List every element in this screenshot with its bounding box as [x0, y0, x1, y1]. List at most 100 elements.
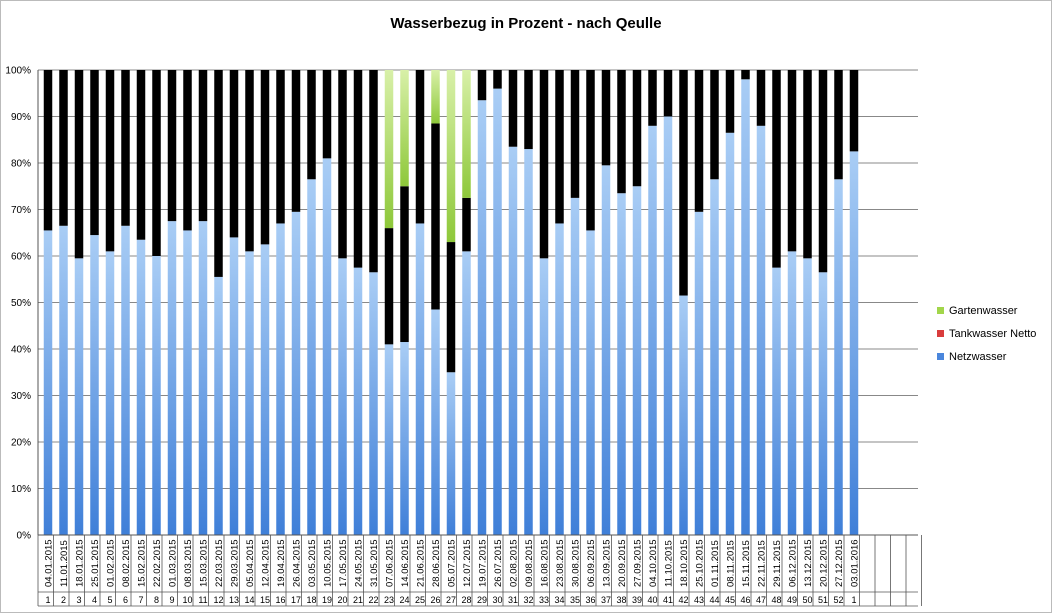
x-tick-label: 12.07.2015 [462, 539, 473, 587]
week-label: 19 [322, 595, 332, 605]
bar-tankwasser-netto [725, 70, 735, 133]
bar-tankwasser-netto [431, 123, 440, 310]
week-label: 26 [430, 595, 440, 605]
week-label: 47 [756, 595, 766, 605]
week-label: 27 [446, 595, 456, 605]
week-label: 40 [647, 595, 657, 605]
y-tick-label: 0% [17, 531, 32, 542]
legend-label-gartenwasser: Gartenwasser [949, 305, 1018, 317]
bars [43, 70, 859, 536]
bar-tankwasser-netto [59, 70, 68, 226]
x-tick-label: 06.09.2015 [586, 539, 597, 587]
week-label: 38 [616, 595, 626, 605]
bar-netzwasser [555, 223, 564, 535]
bar-netzwasser [679, 295, 688, 535]
bar-tankwasser-netto [369, 70, 378, 273]
bar-tankwasser-netto [260, 70, 270, 245]
week-label: 21 [353, 595, 363, 605]
bar-netzwasser [431, 309, 440, 535]
week-label: 34 [554, 595, 564, 605]
bar-tankwasser-netto [756, 70, 766, 126]
bar-netzwasser [183, 230, 192, 536]
bar-netzwasser [601, 165, 611, 535]
week-label: 4 [92, 595, 97, 605]
x-tick-label: 28.06.2015 [431, 539, 442, 587]
week-label: 5 [107, 595, 112, 605]
x-tick-label: 03.01.2016 [850, 539, 861, 587]
week-label: 49 [787, 595, 797, 605]
x-tick-label: 18.01.2015 [75, 539, 86, 587]
bar-netzwasser [136, 239, 146, 535]
bar-tankwasser-netto [508, 70, 518, 147]
week-label: 42 [678, 595, 688, 605]
week-label: 44 [709, 595, 719, 605]
bar-tankwasser-netto [291, 70, 301, 212]
y-tick-label: 70% [11, 205, 31, 216]
bar-netzwasser [570, 197, 580, 535]
bar-netzwasser [586, 230, 595, 536]
chart-title: Wasserbezug in Prozent - nach Qeulle [390, 15, 661, 32]
legend-label-tankwasser-netto: Tankwasser Netto [949, 328, 1036, 340]
x-tick-label: 05.04.2015 [245, 539, 256, 587]
bar-netzwasser [539, 258, 549, 535]
week-label: 12 [213, 595, 223, 605]
week-label: 16 [275, 595, 285, 605]
x-tick-label: 16.08.2015 [540, 539, 551, 587]
bar-tankwasser-netto [136, 70, 146, 240]
bar-netzwasser [59, 225, 68, 535]
legend-swatch-netzwasser [937, 353, 944, 360]
week-label: 8 [154, 595, 159, 605]
week-label: 52 [833, 595, 843, 605]
bar-tankwasser-netto [353, 70, 363, 268]
x-tick-label: 20.12.2015 [819, 539, 830, 587]
bar-netzwasser [694, 211, 704, 535]
bar-tankwasser-netto [586, 70, 595, 231]
bar-tankwasser-netto [539, 70, 549, 259]
bar-netzwasser [74, 258, 84, 535]
bar-tankwasser-netto [803, 70, 812, 259]
x-tick-label: 04.01.2015 [44, 539, 55, 587]
bar-tankwasser-netto [229, 70, 239, 238]
x-tick-label: 29.11.2015 [772, 540, 783, 587]
bar-netzwasser [43, 230, 53, 536]
week-label: 9 [169, 595, 174, 605]
bar-netzwasser [105, 251, 115, 535]
bar-tankwasser-netto [741, 70, 750, 80]
x-tick-label: 01.11.2015 [710, 540, 721, 587]
week-label: 11 [198, 595, 207, 605]
week-label: 13 [229, 595, 239, 605]
bar-tankwasser-netto [462, 197, 471, 252]
x-tick-label: 02.08.2015 [509, 539, 520, 587]
bar-tankwasser-netto [632, 70, 642, 187]
bar-tankwasser-netto [167, 70, 177, 222]
x-tick-label: 15.11.2015 [741, 540, 752, 587]
bar-netzwasser [276, 223, 285, 535]
week-label: 7 [138, 595, 143, 605]
bar-tankwasser-netto [694, 70, 704, 212]
week-label: 14 [244, 595, 254, 605]
x-tick-label: 13.09.2015 [602, 539, 613, 587]
x-tick-label: 20.09.2015 [617, 539, 628, 587]
y-tick-label: 90% [11, 112, 31, 123]
bar-tankwasser-netto [121, 70, 130, 226]
legend-swatch-gartenwasser [937, 307, 944, 314]
x-tick-label: 09.08.2015 [524, 539, 535, 587]
bar-tankwasser-netto [307, 70, 316, 180]
bar-netzwasser [121, 225, 130, 535]
x-tick-label: 15.02.2015 [137, 539, 148, 587]
x-tick-label: 08.02.2015 [121, 539, 132, 587]
bar-netzwasser [167, 221, 177, 535]
bar-tankwasser-netto [446, 242, 456, 373]
week-label: 20 [337, 595, 347, 605]
week-label: 48 [771, 595, 781, 605]
bar-netzwasser [152, 256, 161, 535]
x-tick-label: 19.07.2015 [478, 539, 489, 587]
bar-tankwasser-netto [679, 70, 688, 296]
bar-tankwasser-netto [384, 228, 394, 345]
x-tick-label: 01.02.2015 [106, 539, 117, 587]
x-tick-label: 30.08.2015 [571, 539, 582, 587]
bar-netzwasser [710, 179, 719, 535]
bar-netzwasser [632, 186, 642, 535]
bar-tankwasser-netto [198, 70, 208, 222]
